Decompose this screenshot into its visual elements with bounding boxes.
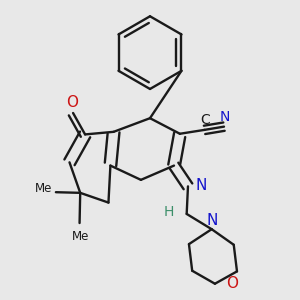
Text: O: O — [226, 276, 238, 291]
Text: O: O — [66, 95, 78, 110]
Text: H: H — [163, 205, 174, 219]
Text: Me: Me — [35, 182, 52, 195]
Text: N: N — [196, 178, 207, 193]
Text: N: N — [220, 110, 230, 124]
Text: Me: Me — [71, 230, 89, 243]
Text: C: C — [201, 113, 210, 127]
Text: N: N — [206, 213, 218, 228]
